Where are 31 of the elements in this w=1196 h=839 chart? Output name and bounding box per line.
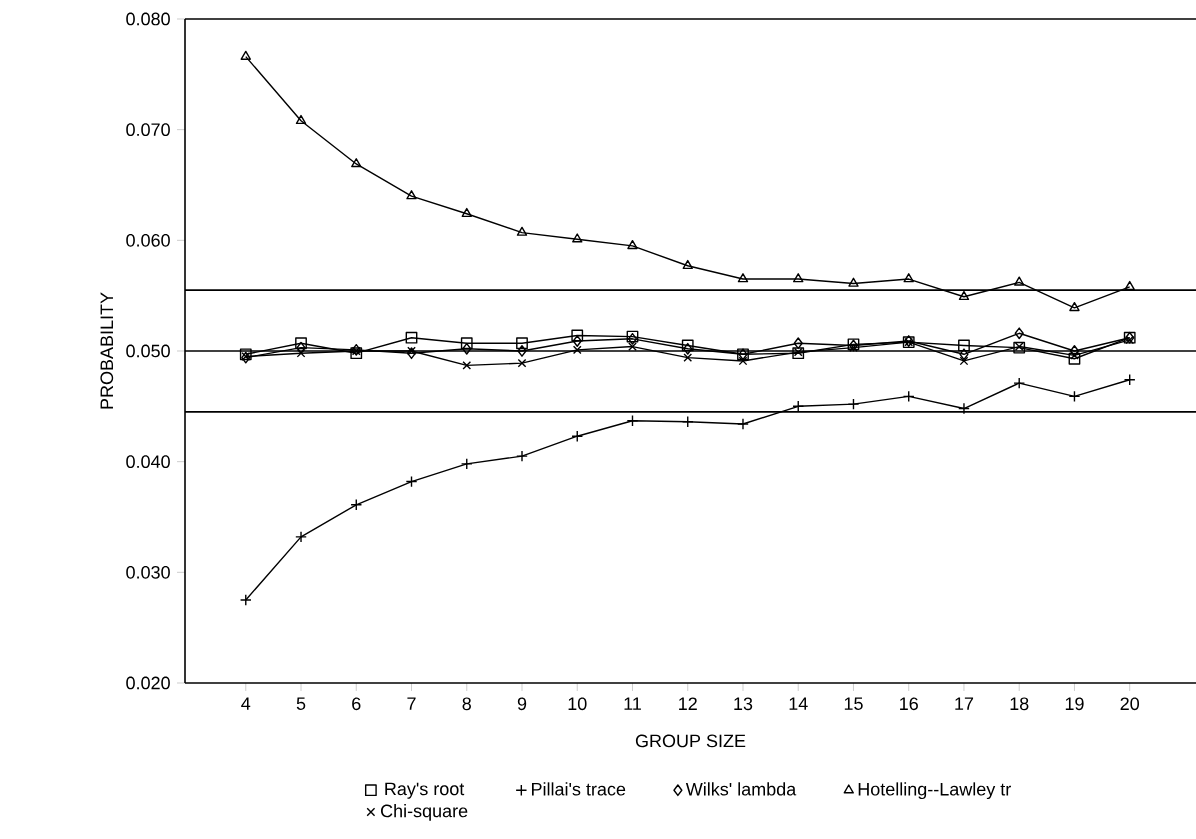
x-tick-label: 6 <box>352 697 361 711</box>
y-tick-label: 0.060 <box>126 233 170 247</box>
x-tick-label: 14 <box>789 697 808 710</box>
x-tick-label: 18 <box>1010 697 1029 711</box>
y-tick-label: 0.080 <box>126 12 170 26</box>
x-tick-label: 9 <box>517 697 527 711</box>
x-axis-title: GROUP SIZE <box>635 734 746 748</box>
x-tick-label: 16 <box>900 697 918 711</box>
x-tick-label: 7 <box>407 697 416 710</box>
x-tick-label: 17 <box>955 697 974 710</box>
x-tick-label: 8 <box>462 697 471 711</box>
x-tick-label: 11 <box>624 697 641 710</box>
x-tick-label: 4 <box>241 697 251 710</box>
y-tick-label: 0.040 <box>126 455 170 469</box>
x-tick-label: 5 <box>296 697 306 710</box>
legend-label: Pillai's trace <box>532 782 626 796</box>
x-tick-label: 20 <box>1120 697 1140 711</box>
x-tick-label: 15 <box>844 697 863 710</box>
y-tick-label: 0.030 <box>126 565 170 579</box>
y-tick-label: 0.050 <box>126 344 170 358</box>
x-tick-label: 10 <box>568 697 587 711</box>
legend-label: Hotelling--Lawley tr <box>858 782 1011 800</box>
legend-label: Ray's root <box>385 782 465 799</box>
legend-label: Wilks' lambda <box>685 782 797 796</box>
y-axis-title: PROBABILITY <box>100 292 114 409</box>
x-tick-label: 12 <box>679 697 697 710</box>
x-tick-label: 13 <box>734 697 753 711</box>
legend-label: Chi-square <box>380 804 468 821</box>
x-tick-label: 19 <box>1065 697 1084 711</box>
y-tick-label: 0.070 <box>126 123 170 137</box>
y-tick-label: 0.020 <box>126 676 170 690</box>
